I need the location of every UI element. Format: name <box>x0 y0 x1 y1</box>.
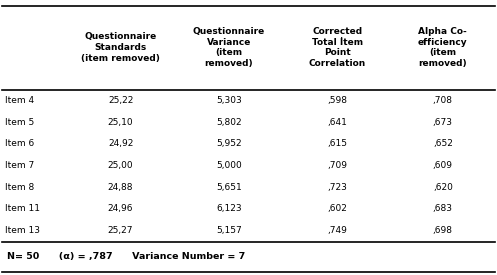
Text: ,709: ,709 <box>327 161 347 170</box>
Text: 25,00: 25,00 <box>108 161 133 170</box>
Text: 5,651: 5,651 <box>216 183 242 192</box>
Text: ,683: ,683 <box>433 205 453 213</box>
Text: Item 4: Item 4 <box>5 96 35 105</box>
Text: ,698: ,698 <box>433 226 453 235</box>
Text: 5,157: 5,157 <box>216 226 242 235</box>
Text: 24,92: 24,92 <box>108 139 133 148</box>
Text: ,708: ,708 <box>433 96 453 105</box>
Text: 6,123: 6,123 <box>216 205 242 213</box>
Text: 5,000: 5,000 <box>216 161 242 170</box>
Text: ,598: ,598 <box>327 96 347 105</box>
Text: 24,88: 24,88 <box>108 183 133 192</box>
Text: ,641: ,641 <box>327 118 347 127</box>
Text: ,652: ,652 <box>433 139 453 148</box>
Text: 25,10: 25,10 <box>108 118 133 127</box>
Text: N= 50      (α) = ,787      Variance Number = 7: N= 50 (α) = ,787 Variance Number = 7 <box>7 252 246 262</box>
Text: ,673: ,673 <box>433 118 453 127</box>
Text: 5,802: 5,802 <box>216 118 242 127</box>
Text: Item 7: Item 7 <box>5 161 35 170</box>
Text: ,620: ,620 <box>433 183 453 192</box>
Text: ,609: ,609 <box>433 161 453 170</box>
Text: 24,96: 24,96 <box>108 205 133 213</box>
Text: Item 11: Item 11 <box>5 205 40 213</box>
Text: Questionnaire
Standards
(item removed): Questionnaire Standards (item removed) <box>81 32 160 63</box>
Text: Questionnaire
Variance
(item
removed): Questionnaire Variance (item removed) <box>193 27 265 68</box>
Text: Item 13: Item 13 <box>5 226 40 235</box>
Text: Alpha Co-
efficiency
(item
removed): Alpha Co- efficiency (item removed) <box>418 27 468 68</box>
Text: Corrected
Total İtem
Point
Correlation: Corrected Total İtem Point Correlation <box>309 27 366 68</box>
Text: ,615: ,615 <box>327 139 347 148</box>
Text: 25,22: 25,22 <box>108 96 133 105</box>
Text: Item 5: Item 5 <box>5 118 35 127</box>
Text: 25,27: 25,27 <box>108 226 133 235</box>
Text: 5,952: 5,952 <box>216 139 242 148</box>
Text: ,749: ,749 <box>327 226 347 235</box>
Text: ,602: ,602 <box>327 205 347 213</box>
Text: Item 8: Item 8 <box>5 183 35 192</box>
Text: ,723: ,723 <box>327 183 347 192</box>
Text: Item 6: Item 6 <box>5 139 35 148</box>
Text: 5,303: 5,303 <box>216 96 242 105</box>
